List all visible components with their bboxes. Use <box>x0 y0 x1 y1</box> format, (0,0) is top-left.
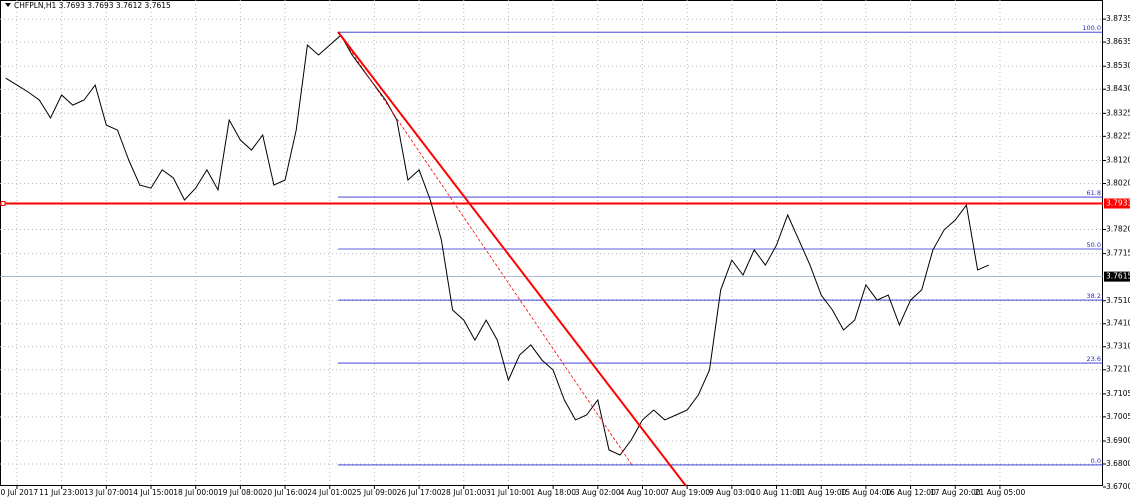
chart-title: CHFPLN,H1 3.7693 3.7693 3.7612 3.7615 <box>14 1 171 10</box>
x-tick-label: 10 Aug 11:00 <box>751 488 802 497</box>
fib-label: 50.0 <box>1087 241 1101 249</box>
current-price-box <box>1104 271 1130 282</box>
y-tick-label: 3.7510 <box>1106 296 1130 305</box>
y-tick-label: 3.8735 <box>1106 14 1130 23</box>
y-tick-label: 3.8225 <box>1106 131 1130 140</box>
x-tick-label: 31 Jul 10:00 <box>486 488 531 497</box>
plot-frame <box>0 0 1103 486</box>
x-tick-label: 7 Aug 19:00 <box>664 488 710 497</box>
y-tick-label: 3.8635 <box>1106 37 1130 46</box>
fib-label: 100.0 <box>1082 24 1101 32</box>
x-tick-label: 10 Jul 2017 <box>0 488 38 497</box>
y-tick-label: 3.7715 <box>1106 249 1130 258</box>
horizontal-line-handle <box>0 200 6 206</box>
x-tick-label: 4 Aug 10:00 <box>620 488 666 497</box>
marks: 100.0 61.8 50.0 38.2 23.6 0.0 <box>0 24 1103 466</box>
x-tick-label: 16 Aug 12:00 <box>885 488 936 497</box>
price-line <box>5 34 989 456</box>
y-tick-label: 3.8120 <box>1106 155 1130 164</box>
trend-line <box>337 31 687 487</box>
y-tick-label: 3.7105 <box>1106 389 1130 398</box>
horizontal-line-label: 3.7933 <box>1106 198 1130 207</box>
y-tick-label: 3.6700 <box>1106 482 1130 491</box>
x-tick-label: 1 Aug 18:00 <box>530 488 576 497</box>
x-tick-label: 26 Jul 17:00 <box>397 488 442 497</box>
x-tick-label: 13 Jul 07:00 <box>84 488 129 497</box>
y-tick-label: 3.8325 <box>1106 108 1130 117</box>
x-tick-label: 9 Aug 03:00 <box>709 488 755 497</box>
x-tick-label: 25 Jul 09:00 <box>352 488 397 497</box>
x-tick-label: 18 Jul 00:00 <box>173 488 218 497</box>
horizontal-line-box <box>1104 198 1130 209</box>
x-tick-label: 3 Aug 02:00 <box>575 488 621 497</box>
x-tick-label: 20 Jul 16:00 <box>263 488 308 497</box>
trend-line-dashed <box>337 31 633 466</box>
x-tick-label: 11 Jul 23:00 <box>39 488 84 497</box>
x-tick-label: 15 Aug 04:00 <box>841 488 892 497</box>
fib-label: 23.6 <box>1087 355 1101 363</box>
x-tick-label: 19 Jul 08:00 <box>218 488 263 497</box>
y-tick-label: 3.8530 <box>1106 61 1130 70</box>
x-tick-label: 21 Aug 05:00 <box>975 488 1026 497</box>
y-tick-label: 3.7210 <box>1106 365 1130 374</box>
x-tick-label: 17 Aug 20:00 <box>930 488 981 497</box>
current-price-label: 3.7615 <box>1106 272 1130 281</box>
x-tick-label: 28 Jul 01:00 <box>441 488 486 497</box>
fib-label: 38.2 <box>1087 292 1101 300</box>
y-tick-label: 3.7410 <box>1106 319 1130 328</box>
y-tick-label: 3.7310 <box>1106 342 1130 351</box>
y-tick-label: 3.8430 <box>1106 84 1130 93</box>
y-tick-label: 3.6900 <box>1106 436 1130 445</box>
title-icon <box>5 3 11 7</box>
fib-label: 61.8 <box>1087 189 1101 197</box>
x-tick-label: 14 Jul 15:00 <box>129 488 174 497</box>
y-tick-label: 3.7820 <box>1106 224 1130 233</box>
y-tick-label: 3.8020 <box>1106 178 1130 187</box>
y-tick-label: 3.7005 <box>1106 412 1130 421</box>
x-tick-label: 11 Aug 19:00 <box>796 488 847 497</box>
fib-label: 0.0 <box>1091 457 1101 465</box>
grid <box>0 0 1103 485</box>
x-tick-label: 24 Jul 01:00 <box>307 488 352 497</box>
y-tick-label: 3.6800 <box>1106 459 1130 468</box>
